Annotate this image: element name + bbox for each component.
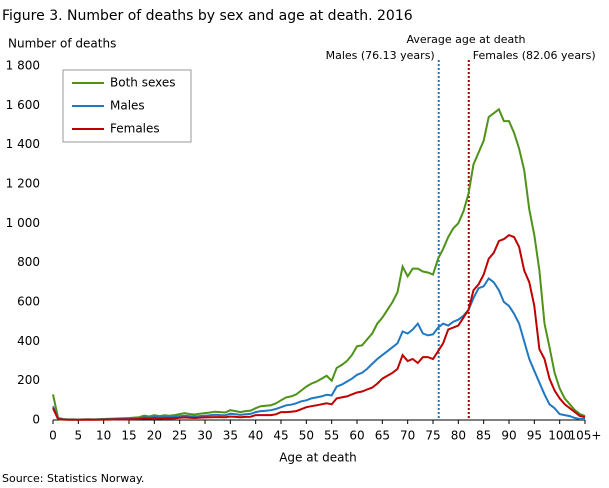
x-axis-label: Age at death [279, 451, 357, 465]
x-tick-label: 50 [299, 429, 314, 443]
x-tick-label: 80 [451, 429, 466, 443]
x-tick-label: 40 [248, 429, 263, 443]
x-tick-label: 30 [197, 429, 212, 443]
x-tick-label: 35 [223, 429, 238, 443]
reference-label: Females (82.06 years) [473, 49, 596, 62]
legend-label: Males [110, 99, 145, 113]
y-tick-label: 200 [17, 373, 40, 387]
source: Source: Statistics Norway. [2, 472, 144, 485]
x-tick-label: 55 [324, 429, 339, 443]
annotation: Average age at death [407, 33, 526, 46]
line [52, 107, 586, 421]
x-tick-label: 65 [375, 429, 390, 443]
y-tick-label: 600 [17, 295, 40, 309]
x-tick-label: 70 [400, 429, 415, 443]
y-tick-label: 1 000 [6, 216, 40, 230]
x-tick-label: 10 [96, 429, 111, 443]
line [52, 276, 585, 421]
y-tick-label: 1 800 [6, 59, 40, 73]
y-tick-label: 800 [17, 255, 40, 269]
y-tick-label: 400 [17, 334, 40, 348]
x-tick-label: 90 [501, 429, 516, 443]
x-tick-label: 45 [273, 429, 288, 443]
x-tick-label: 25 [172, 429, 187, 443]
y-axis-label: Number of deaths [8, 37, 116, 51]
x-tick-label: 60 [349, 429, 364, 443]
y-tick-label: 0 [32, 413, 40, 427]
legend-label: Both sexes [110, 76, 176, 90]
line [52, 233, 586, 421]
legend-label: Females [110, 122, 160, 136]
x-tick-label: 100 [548, 429, 571, 443]
x-tick-label: 5 [75, 429, 83, 443]
reference-label: Males (76.13 years) [326, 49, 435, 62]
x-tick-label: 20 [147, 429, 162, 443]
x-tick-label: 75 [425, 429, 440, 443]
x-tick-label: 95 [527, 429, 542, 443]
x-tick-label: 105+ [569, 429, 602, 443]
y-tick-label: 1 400 [6, 137, 40, 151]
x-tick-label: 85 [476, 429, 491, 443]
y-tick-label: 1 600 [6, 98, 40, 112]
chart-title: Figure 3. Number of deaths by sex and ag… [2, 8, 413, 24]
x-tick-label: 0 [49, 429, 57, 443]
y-tick-label: 1 200 [6, 177, 40, 191]
x-tick-label: 15 [121, 429, 136, 443]
